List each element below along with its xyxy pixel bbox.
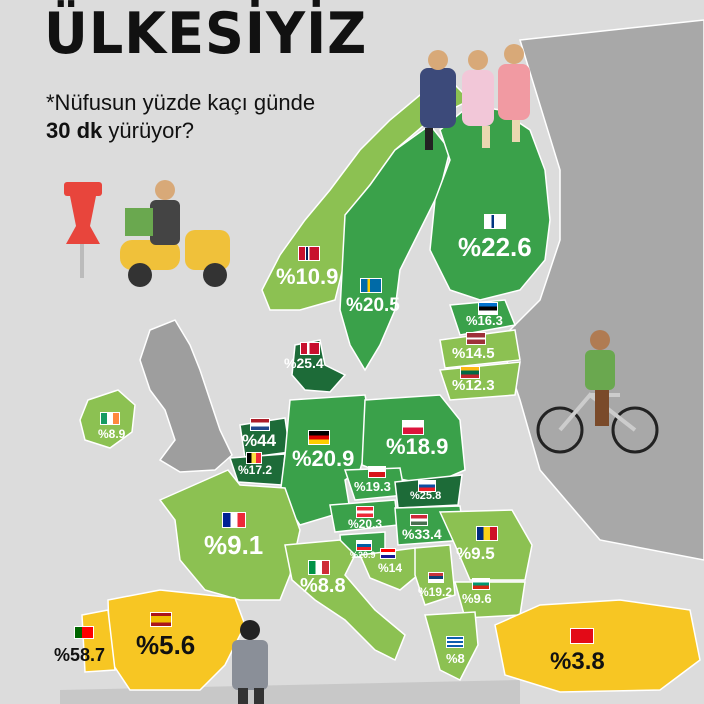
value-greece: %8: [446, 651, 465, 666]
belgium-flag-icon: [246, 452, 262, 464]
poland-flag-icon: [402, 420, 424, 435]
lithuania-flag-icon: [460, 366, 480, 379]
turkey-flag-icon: [570, 628, 594, 644]
spain-shape: [107, 589, 246, 691]
value-spain: %5.6: [136, 630, 196, 660]
cyclist-icon: [536, 330, 659, 454]
austria-flag-icon: [356, 506, 374, 518]
value-netherlands: %44: [242, 431, 277, 450]
subtitle-line-1: *Nüfusun yüzde kaçı günde: [46, 90, 316, 115]
greece-flag-icon: [446, 636, 464, 648]
subtitle-line-2: 30 dk yürüyor?: [46, 118, 194, 144]
value-france: %9.1: [204, 530, 264, 560]
page-title: ÜLKESİYİZ: [44, 0, 368, 67]
value-czechia: %19.3: [354, 479, 391, 494]
push-pin-icon: [64, 182, 102, 278]
ireland-flag-icon: [100, 412, 120, 425]
value-finland: %22.6: [458, 232, 532, 262]
romania-flag-icon: [476, 526, 498, 541]
sweden-shape: [339, 123, 451, 372]
turkey-shape: [494, 599, 701, 693]
value-turkey: %3.8: [550, 648, 605, 675]
france-shape: [158, 469, 301, 601]
elderly-people-icon: [420, 44, 530, 150]
italy-flag-icon: [308, 560, 330, 575]
romania-shape: [438, 509, 533, 581]
value-austria: %20.3: [348, 517, 383, 531]
estonia-flag-icon: [478, 302, 498, 315]
russia-landmass: [499, 19, 704, 561]
croatia-flag-icon: [380, 548, 396, 559]
croatia-shape: [358, 547, 419, 591]
value-ireland: %8.9: [98, 427, 126, 441]
value-italy: %8.8: [300, 575, 346, 597]
value-belgium: %17.2: [238, 463, 273, 477]
serbia-flag-icon: [428, 572, 444, 583]
norway-flag-icon: [298, 246, 320, 261]
value-sweden: %20.5: [346, 295, 400, 316]
sweden-flag-icon: [360, 278, 382, 293]
standing-man-icon: [232, 620, 268, 704]
spain-flag-icon: [150, 612, 172, 627]
value-estonia: %16.3: [466, 313, 503, 328]
scooter-rider-icon: [120, 180, 230, 287]
value-bulgaria: %9.6: [462, 591, 492, 606]
finland-flag-icon: [484, 214, 506, 229]
north-africa-landmass: [60, 680, 520, 704]
portugal-shape: [81, 609, 116, 673]
latvia-shape: [439, 329, 521, 369]
value-croatia: %14: [378, 561, 403, 575]
slovakia-flag-icon: [418, 480, 436, 492]
netherlands-flag-icon: [250, 418, 270, 431]
value-hungary: %33.4: [402, 526, 442, 542]
value-portugal: %58.7: [54, 645, 106, 665]
bulgaria-flag-icon: [472, 578, 490, 590]
subtitle-rest: yürüyor?: [102, 118, 194, 143]
value-poland: %18.9: [386, 434, 449, 459]
value-serbia: %19.2: [418, 585, 453, 599]
estonia-shape: [448, 299, 517, 336]
denmark-flag-icon: [300, 342, 320, 355]
value-germany: %20.9: [292, 446, 355, 471]
uk-landmass: [139, 319, 233, 473]
value-slovakia: %25.8: [410, 490, 442, 502]
slovenia-flag-icon: [356, 540, 372, 551]
value-lithuania: %12.3: [452, 377, 495, 394]
value-romania: %9.5: [456, 544, 495, 563]
hungary-flag-icon: [410, 514, 428, 526]
value-slovenia: %20.9: [350, 550, 376, 560]
france-flag-icon: [222, 512, 246, 528]
czechia-flag-icon: [368, 466, 386, 478]
portugal-flag-icon: [74, 626, 94, 639]
value-latvia: %14.5: [452, 345, 495, 362]
germany-flag-icon: [308, 430, 330, 445]
value-norway: %10.9: [276, 264, 339, 289]
latvia-flag-icon: [466, 332, 486, 345]
subtitle-bold: 30 dk: [46, 118, 103, 143]
value-denmark: %25.4: [284, 355, 324, 371]
